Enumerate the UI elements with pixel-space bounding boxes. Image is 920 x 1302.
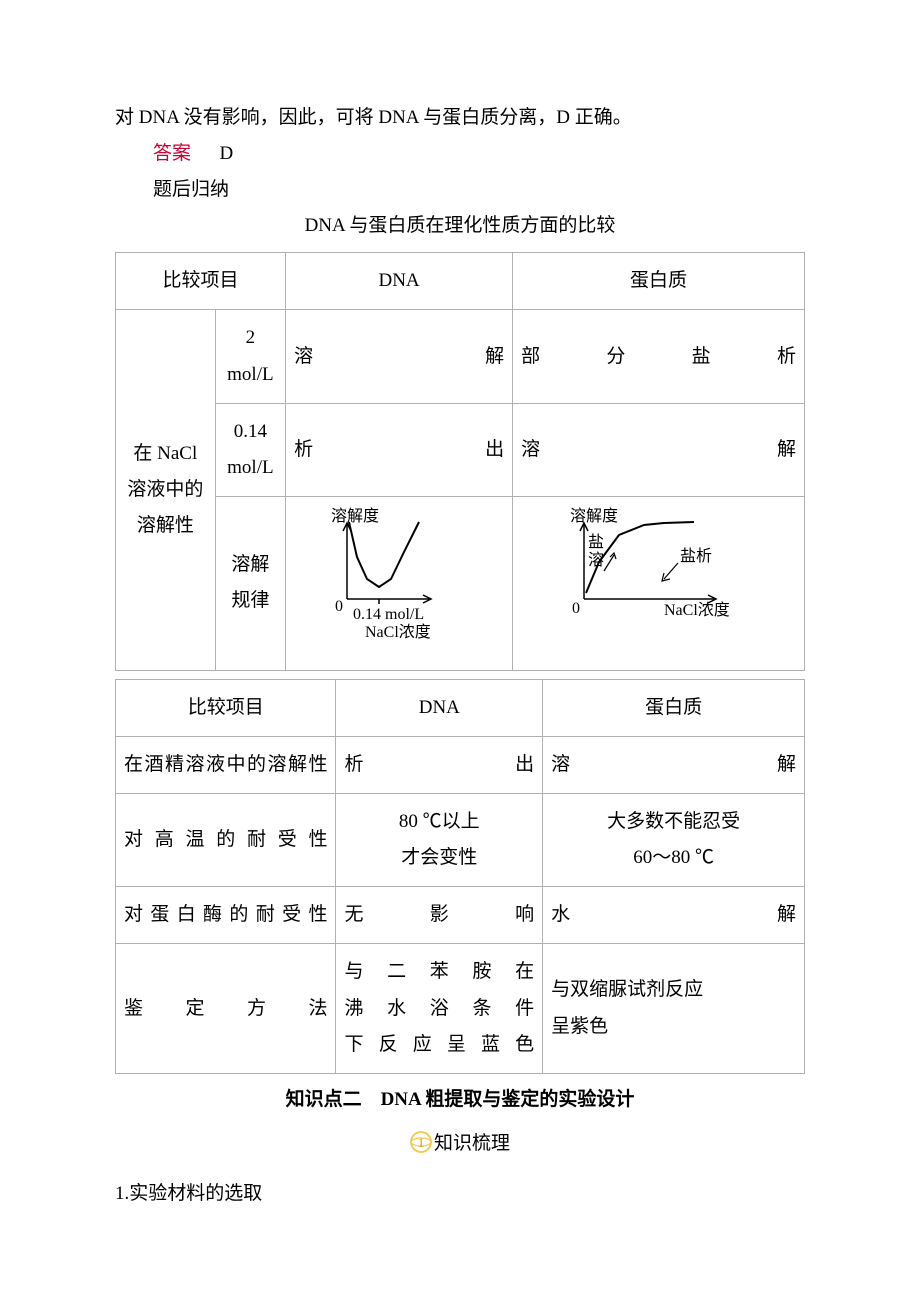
dna-1: 溶解 bbox=[286, 310, 513, 403]
table-row: 对高温的耐受性 80 ℃以上才会变性 大多数不能忍受60～80 ℃ bbox=[116, 794, 805, 887]
r3-prot: 水解 bbox=[543, 887, 805, 944]
r1-dna: 析出 bbox=[336, 737, 543, 794]
cond-2: 0.14 mol/L bbox=[215, 403, 285, 496]
group-label: 在 NaCl 溶液中的溶解性 bbox=[116, 310, 216, 670]
svg-text:NaCl浓度: NaCl浓度 bbox=[365, 623, 431, 641]
rule-label: 溶解规律 bbox=[215, 496, 285, 670]
protein-curve-cell: 溶解度 盐 溶 bbox=[513, 496, 805, 670]
table1-title: DNA 与蛋白质在理化性质方面的比较 bbox=[115, 208, 805, 244]
table-row: 鉴定方法 与二苯胺在沸水浴条件下反应呈蓝色 与双缩脲试剂反应呈紫色 bbox=[116, 944, 805, 1073]
body-line-1: 对 DNA 没有影响，因此，可将 DNA 与蛋白质分离，D 正确。 bbox=[115, 100, 805, 136]
r1-label: 在酒精溶液中的溶解性 bbox=[116, 737, 336, 794]
table-row: 比较项目 DNA 蛋白质 bbox=[116, 253, 805, 310]
section2-title: 知识点二 DNA 粗提取与鉴定的实验设计 bbox=[115, 1082, 805, 1118]
table-row: 溶解规律 溶解度 0 bbox=[116, 496, 805, 670]
svg-text:盐: 盐 bbox=[588, 533, 604, 551]
table-row: 在酒精溶液中的溶解性 析出 溶解 bbox=[116, 737, 805, 794]
table-2: 比较项目 DNA 蛋白质 在酒精溶液中的溶解性 析出 溶解 对高温的耐受性 80… bbox=[115, 679, 805, 1074]
post-label: 题后归纳 bbox=[115, 172, 805, 208]
th-protein: 蛋白质 bbox=[513, 253, 805, 310]
svg-text:盐析: 盐析 bbox=[680, 547, 712, 565]
r1-prot: 溶解 bbox=[543, 737, 805, 794]
group-label-text: 在 NaCl 溶液中的溶解性 bbox=[127, 443, 203, 536]
th2-protein: 蛋白质 bbox=[543, 679, 805, 736]
table-row: 对蛋白酶的耐受性 无影响 水解 bbox=[116, 887, 805, 944]
cond-1: 2 mol/L bbox=[215, 310, 285, 403]
icon-number: 1 bbox=[418, 1135, 425, 1150]
r4-dna: 与二苯胺在沸水浴条件下反应呈蓝色 bbox=[336, 944, 543, 1073]
table-row: 比较项目 DNA 蛋白质 bbox=[116, 679, 805, 736]
r4-prot: 与双缩脲试剂反应呈紫色 bbox=[543, 944, 805, 1073]
table-row: 在 NaCl 溶液中的溶解性 2 mol/L 溶解 部分盐析 bbox=[116, 310, 805, 403]
answer-line: 答案 D bbox=[115, 136, 805, 172]
section2-icon-label: 知识梳理 bbox=[434, 1133, 510, 1154]
r2-prot: 大多数不能忍受60～80 ℃ bbox=[543, 794, 805, 887]
dna-solubility-curve: 溶解度 0 0.14 mol/L NaCl浓度 bbox=[329, 507, 469, 660]
section2-icon-row: 1 知识梳理 bbox=[115, 1126, 805, 1162]
dna-2: 析出 bbox=[286, 403, 513, 496]
th-dna: DNA bbox=[286, 253, 513, 310]
protein-1: 部分盐析 bbox=[513, 310, 805, 403]
r2-label: 对高温的耐受性 bbox=[116, 794, 336, 887]
svg-text:0: 0 bbox=[572, 600, 580, 617]
svg-text:溶解度: 溶解度 bbox=[331, 507, 379, 525]
table-row: 0.14 mol/L 析出 溶解 bbox=[116, 403, 805, 496]
r3-label: 对蛋白酶的耐受性 bbox=[116, 887, 336, 944]
svg-text:0.14 mol/L: 0.14 mol/L bbox=[353, 606, 424, 623]
number-1-icon: 1 bbox=[410, 1130, 432, 1152]
svg-text:0: 0 bbox=[335, 598, 343, 615]
section2-item1: 1.实验材料的选取 bbox=[115, 1176, 805, 1212]
r2-dna: 80 ℃以上才会变性 bbox=[336, 794, 543, 887]
svg-text:NaCl浓度: NaCl浓度 bbox=[664, 601, 730, 619]
answer-value: D bbox=[220, 143, 234, 164]
th2-dna: DNA bbox=[336, 679, 543, 736]
table-1: 比较项目 DNA 蛋白质 在 NaCl 溶液中的溶解性 2 mol/L 溶解 部… bbox=[115, 252, 805, 671]
dna-curve-cell: 溶解度 0 0.14 mol/L NaCl浓度 bbox=[286, 496, 513, 670]
r3-dna: 无影响 bbox=[336, 887, 543, 944]
th-compare: 比较项目 bbox=[116, 253, 286, 310]
page: 对 DNA 没有影响，因此，可将 DNA 与蛋白质分离，D 正确。 答案 D 题… bbox=[0, 0, 920, 1272]
protein-2: 溶解 bbox=[513, 403, 805, 496]
th2-compare: 比较项目 bbox=[116, 679, 336, 736]
r4-label: 鉴定方法 bbox=[116, 944, 336, 1073]
answer-label: 答案 bbox=[153, 143, 191, 164]
svg-text:溶解度: 溶解度 bbox=[570, 507, 618, 525]
protein-solubility-curve: 溶解度 盐 溶 bbox=[564, 507, 754, 660]
